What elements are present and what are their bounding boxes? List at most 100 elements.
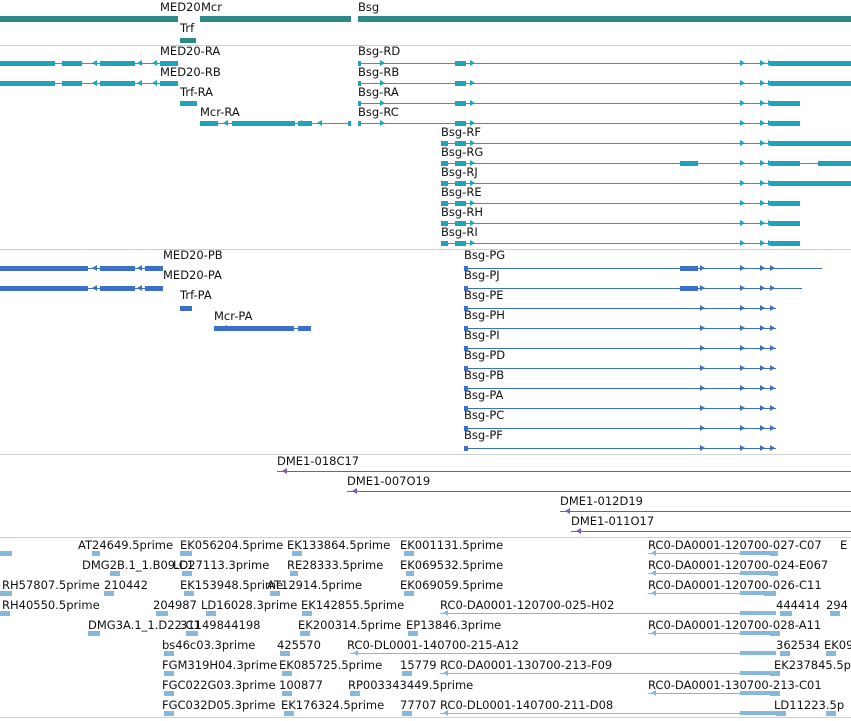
est-block[interactable] [110,570,120,576]
exon-block[interactable] [740,611,776,615]
exon-block[interactable] [818,160,851,166]
est-block[interactable] [406,570,414,576]
exon-block[interactable] [798,180,851,186]
exon-block[interactable] [62,80,82,86]
est-block[interactable] [164,670,174,676]
exon-block[interactable] [464,305,468,311]
est-block[interactable] [350,690,360,696]
est-block[interactable] [180,550,192,556]
est-block[interactable] [0,590,12,596]
exon-block[interactable] [441,160,448,166]
est-block[interactable] [206,610,216,616]
exon-block[interactable] [160,80,178,86]
exon-block[interactable] [455,120,466,126]
exon-block[interactable] [441,140,448,146]
est-line[interactable] [440,712,776,714]
est-line[interactable] [648,632,776,634]
exon-block[interactable] [770,160,800,166]
est-block[interactable] [780,650,790,656]
est-block[interactable] [770,570,778,576]
est-block[interactable] [826,650,836,656]
est-block[interactable] [830,610,840,616]
exon-block[interactable] [770,200,800,206]
exon-block[interactable] [232,120,295,126]
clone-line[interactable] [277,470,851,472]
est-block[interactable] [404,550,414,556]
exon-block[interactable] [770,140,851,146]
exon-block[interactable] [0,60,55,66]
exon-block[interactable] [455,220,466,226]
est-block[interactable] [404,590,414,596]
est-block[interactable] [184,590,194,596]
exon-block[interactable] [464,265,468,271]
exon-block[interactable] [100,60,135,66]
clone-line[interactable] [347,490,851,492]
exon-block[interactable] [455,240,466,246]
exon-block[interactable] [464,285,468,291]
exon-block[interactable] [464,405,468,411]
exon-block[interactable] [770,80,851,86]
est-block[interactable] [292,550,302,556]
exon-block[interactable] [740,711,776,715]
exon-block[interactable] [200,120,218,126]
est-line[interactable] [648,692,776,694]
est-block[interactable] [0,550,12,556]
clone-line[interactable] [571,530,851,532]
exon-block[interactable] [464,365,468,371]
exon-block[interactable] [770,180,800,186]
est-line[interactable] [440,672,776,674]
est-block[interactable] [92,550,100,556]
est-block[interactable] [770,550,778,556]
exon-block[interactable] [770,220,800,226]
est-block[interactable] [282,670,292,676]
exon-block[interactable] [441,240,448,246]
exon-block[interactable] [455,140,466,146]
est-block[interactable] [104,590,114,596]
exon-block[interactable] [298,325,311,331]
gene-bar[interactable] [180,37,196,43]
exon-block[interactable] [464,385,468,391]
est-block[interactable] [0,610,10,616]
est-block[interactable] [776,710,786,716]
exon-block[interactable] [455,160,466,166]
exon-block[interactable] [348,120,351,126]
exon-block[interactable] [455,180,466,186]
exon-block[interactable] [464,325,468,331]
exon-block[interactable] [680,285,698,291]
est-block[interactable] [156,610,168,616]
est-block[interactable] [764,590,776,596]
exon-block[interactable] [0,285,88,291]
exon-block[interactable] [0,265,88,271]
est-block[interactable] [302,610,312,616]
exon-block[interactable] [100,285,135,291]
exon-block[interactable] [680,265,698,271]
est-block[interactable] [408,630,418,636]
exon-block[interactable] [441,220,448,226]
est-block[interactable] [164,710,174,716]
exon-block[interactable] [358,120,361,126]
exon-block[interactable] [455,100,466,106]
est-block[interactable] [300,630,310,636]
gene-bar[interactable] [200,16,351,22]
exon-block[interactable] [740,651,776,655]
est-block[interactable] [826,710,836,716]
est-block[interactable] [88,630,100,636]
est-line[interactable] [648,572,776,574]
exon-block[interactable] [455,60,466,66]
est-block[interactable] [770,690,780,696]
exon-block[interactable] [770,240,800,246]
exon-block[interactable] [0,80,55,86]
est-block[interactable] [282,690,292,696]
est-line[interactable] [350,652,776,654]
est-block[interactable] [402,710,412,716]
est-block[interactable] [780,610,792,616]
exon-block[interactable] [100,80,135,86]
est-block[interactable] [186,630,198,636]
exon-block[interactable] [464,345,468,351]
gene-bar[interactable] [0,16,178,22]
exon-block[interactable] [740,631,776,635]
exon-block[interactable] [740,671,776,675]
est-block[interactable] [280,650,290,656]
exon-block[interactable] [464,425,468,431]
exon-block[interactable] [455,200,466,206]
